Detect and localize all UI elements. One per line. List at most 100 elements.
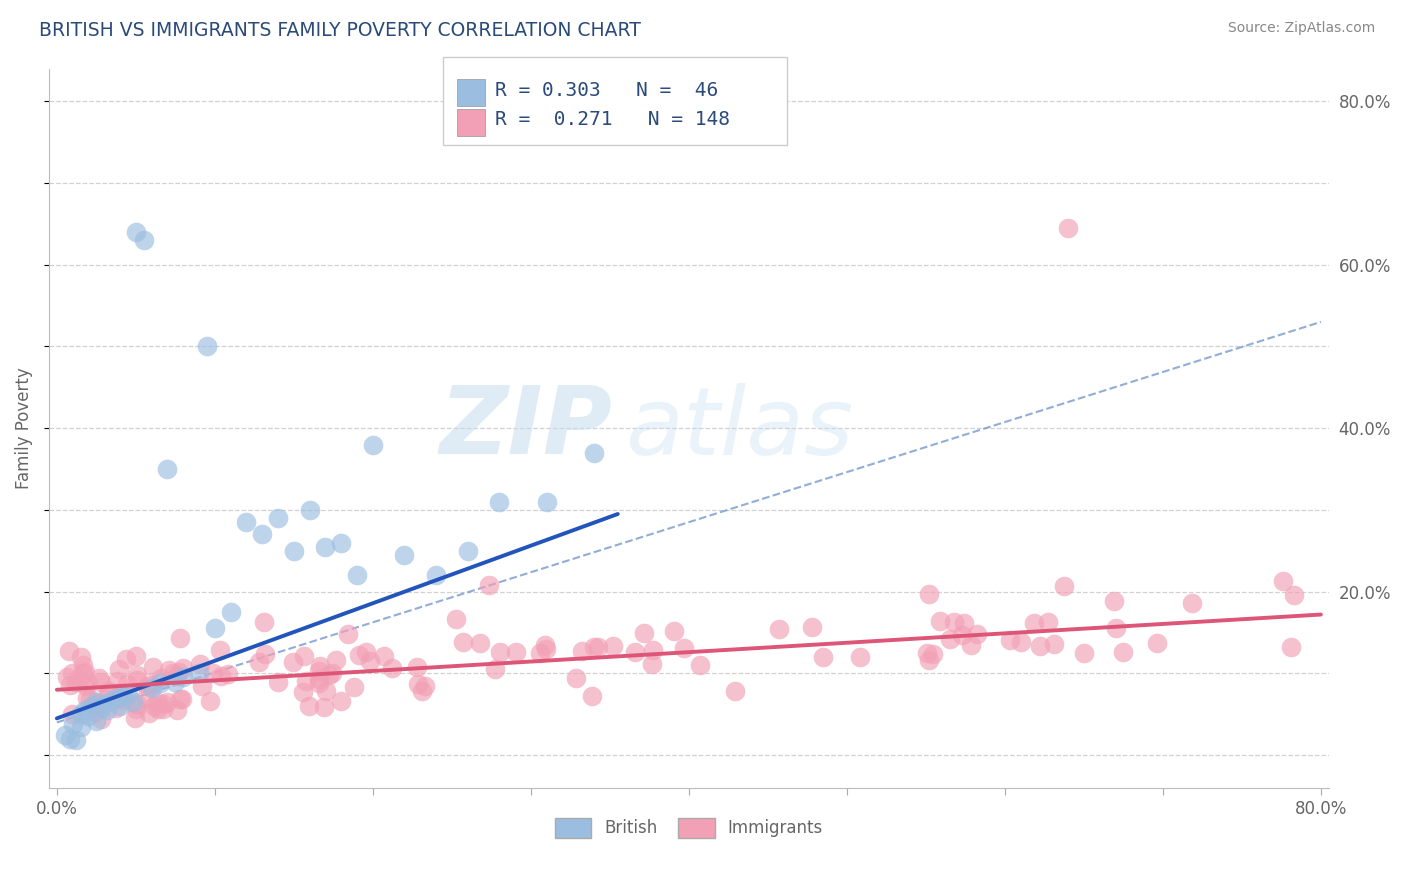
Point [1022,615,1045,630]
Point [321,666,343,681]
Point [141,678,163,692]
Point [1284,588,1306,602]
Point [581,689,603,703]
Point [1053,579,1076,593]
Point [641,657,664,672]
Point [314,540,336,554]
Point [146,702,169,716]
Point [80,699,103,714]
Point [918,653,941,667]
Point [1010,635,1032,649]
Point [689,658,711,673]
Point [135,679,157,693]
Point [253,615,276,629]
Text: Source: ZipAtlas.com: Source: ZipAtlas.com [1227,21,1375,36]
Point [922,647,945,661]
Point [235,515,257,529]
Point [162,666,184,681]
Point [191,680,214,694]
Point [141,681,163,695]
Point [308,672,330,686]
Point [53,728,76,742]
Point [198,693,221,707]
Point [470,636,492,650]
Point [115,677,138,691]
Point [373,649,395,664]
Point [998,632,1021,647]
Point [811,650,834,665]
Point [292,648,315,663]
Point [602,640,624,654]
Point [98,683,121,698]
Point [56,670,79,684]
Point [960,638,983,652]
Point [90,675,112,690]
Point [953,615,976,630]
Point [209,668,232,682]
Point [457,543,479,558]
Point [97,686,120,700]
Point [117,687,139,701]
Point [165,674,187,689]
Legend: British, Immigrants: British, Immigrants [548,812,830,844]
Point [188,657,211,672]
Point [172,671,194,685]
Point [125,225,148,239]
Point [112,690,135,704]
Point [90,700,112,714]
Point [1043,637,1066,651]
Point [127,697,149,711]
Point [124,711,146,725]
Point [330,535,353,549]
Point [62,707,84,722]
Point [724,683,747,698]
Point [308,676,330,690]
Point [672,641,695,656]
Point [918,587,941,601]
Point [132,233,155,247]
Point [125,702,148,716]
Point [315,684,337,698]
Point [70,649,93,664]
Point [166,702,188,716]
Point [84,705,107,719]
Point [488,494,510,508]
Point [583,640,606,655]
Point [1104,594,1126,608]
Point [444,612,467,626]
Point [623,645,645,659]
Point [101,692,124,706]
Point [73,665,96,679]
Point [65,733,87,747]
Point [330,694,353,708]
Point [201,666,224,681]
Point [152,697,174,711]
Text: R =  0.271   N = 148: R = 0.271 N = 148 [495,110,730,129]
Point [169,631,191,645]
Point [121,695,143,709]
Point [135,691,157,706]
Point [1029,639,1052,653]
Point [1111,645,1133,659]
Point [77,676,100,690]
Point [93,698,115,712]
Point [266,674,288,689]
Point [195,339,218,353]
Point [146,695,169,709]
Point [172,660,194,674]
Point [96,703,118,717]
Point [76,691,98,706]
Text: BRITISH VS IMMIGRANTS FAMILY POVERTY CORRELATION CHART: BRITISH VS IMMIGRANTS FAMILY POVERTY COR… [39,21,641,40]
Point [484,661,506,675]
Point [152,702,174,716]
Point [308,658,330,673]
Point [413,679,436,693]
Text: atlas: atlas [624,383,853,474]
Point [768,623,790,637]
Point [167,665,190,679]
Point [67,675,90,690]
Point [58,731,80,746]
Point [89,696,111,710]
Point [75,679,97,693]
Point [583,446,606,460]
